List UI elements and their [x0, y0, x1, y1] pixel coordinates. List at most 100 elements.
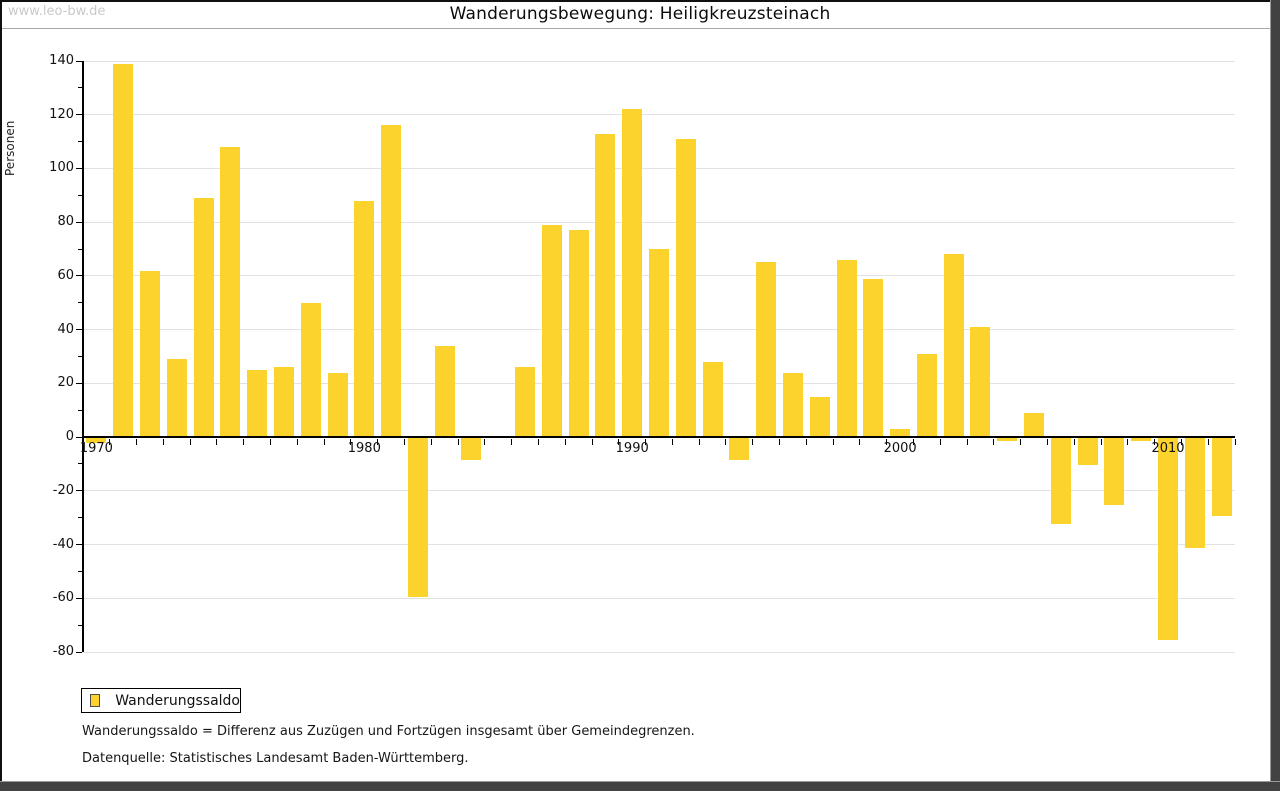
window-border-left [0, 0, 2, 791]
y-axis-tick [76, 60, 82, 62]
legend-swatch-icon [90, 694, 101, 707]
y-tick-label: -60 [52, 590, 74, 606]
y-tick-label: 40 [57, 321, 74, 337]
x-axis-tick [537, 439, 539, 446]
x-axis-tick [564, 439, 566, 446]
x-axis-tick [1046, 439, 1048, 446]
x-axis-tick [966, 439, 968, 446]
bar-1997 [809, 396, 830, 438]
footnote-definition: Wanderungssaldo = Differenz aus Zuzügen … [82, 724, 695, 739]
y-tick-label: 140 [49, 53, 74, 68]
x-axis-tick [323, 439, 325, 446]
bar-2005 [1024, 412, 1045, 438]
bar-2010 [1158, 438, 1179, 640]
x-axis-tick [698, 439, 700, 446]
bar-1989 [595, 133, 616, 438]
x-axis-tick [779, 439, 781, 446]
x-tick-label-2010: 2010 [1151, 441, 1185, 457]
x-axis-tick [805, 439, 807, 446]
x-axis-tick [136, 439, 138, 446]
x-axis-tick [1207, 439, 1209, 446]
gridline [83, 114, 1235, 116]
bar-1982 [407, 438, 428, 597]
x-axis-tick [350, 439, 352, 446]
bar-1980 [354, 200, 375, 438]
y-tick-label: 0 [65, 429, 74, 445]
y-axis-minor-tick [78, 463, 82, 465]
x-axis-tick [109, 439, 111, 446]
bar-1999 [863, 278, 884, 438]
x-axis-tick [243, 439, 245, 446]
bar-1987 [541, 224, 562, 438]
x-axis-tick [1127, 439, 1129, 446]
x-tick-label-1970: 1970 [79, 441, 113, 457]
x-axis-tick [832, 439, 834, 446]
bar-1998 [836, 259, 857, 438]
x-tick-label-1980: 1980 [347, 441, 381, 457]
y-axis-tick [76, 544, 82, 546]
y-axis-tick [76, 382, 82, 384]
y-axis-tick [76, 221, 82, 223]
bar-1984 [461, 438, 482, 460]
x-axis-tick [939, 439, 941, 446]
x-axis-tick [457, 439, 459, 446]
y-tick-label: -40 [52, 536, 74, 552]
bar-1991 [649, 249, 669, 438]
watermark: www.leo-bw.de [8, 4, 106, 19]
x-axis-tick [430, 439, 432, 446]
bar-2009 [1131, 438, 1152, 441]
x-axis-tick [618, 439, 620, 446]
y-axis-minor-tick [78, 570, 82, 572]
gridline [83, 221, 1235, 223]
y-tick-label: 60 [57, 267, 74, 283]
y-tick-label: 80 [57, 214, 74, 230]
x-axis-tick [216, 439, 218, 446]
y-tick-label: -80 [52, 644, 74, 659]
y-axis-minor-tick [78, 302, 82, 304]
bar-2007 [1077, 438, 1098, 465]
header-separator [2, 28, 1270, 29]
bar-1994 [729, 438, 750, 460]
bar-1972 [139, 270, 160, 438]
x-axis-tick [189, 439, 191, 446]
x-axis-tick [484, 439, 486, 446]
x-tick-label-1990: 1990 [615, 441, 649, 457]
gridline [83, 60, 1235, 62]
x-axis-tick [377, 439, 379, 446]
gridline [83, 597, 1235, 599]
x-axis-tick [296, 439, 298, 446]
bar-2001 [916, 353, 937, 438]
bar-1978 [300, 302, 321, 438]
y-tick-label: -20 [52, 482, 74, 498]
x-axis-tick [511, 439, 513, 446]
x-axis-tick [162, 439, 164, 446]
x-axis-tick [1234, 439, 1236, 446]
x-axis-tick [270, 439, 272, 446]
x-tick-label-2000: 2000 [883, 441, 917, 457]
x-axis-tick [1073, 439, 1075, 446]
y-axis-title: Personen [3, 120, 17, 176]
bar-1996 [782, 372, 803, 438]
bar-1975 [220, 146, 241, 438]
x-axis-tick [752, 439, 754, 446]
bar-2008 [1104, 438, 1125, 506]
x-axis-tick [725, 439, 727, 446]
bar-1971 [113, 63, 134, 438]
y-axis-minor-tick [78, 409, 82, 411]
x-axis-tick [1100, 439, 1102, 446]
bar-1977 [273, 367, 294, 438]
bar-2003 [970, 326, 991, 438]
bar-2011 [1184, 438, 1205, 549]
y-axis-minor-tick [78, 517, 82, 519]
gridline [83, 167, 1235, 169]
x-axis-tick [403, 439, 405, 446]
y-axis-minor-tick [78, 248, 82, 250]
bar-1981 [381, 125, 402, 438]
gridline [83, 544, 1235, 546]
gridline [83, 651, 1235, 653]
y-axis-tick [76, 114, 82, 116]
bar-1976 [247, 369, 268, 438]
bar-2012 [1211, 438, 1232, 516]
page-title: Wanderungsbewegung: Heiligkreuzsteinach [449, 4, 831, 24]
